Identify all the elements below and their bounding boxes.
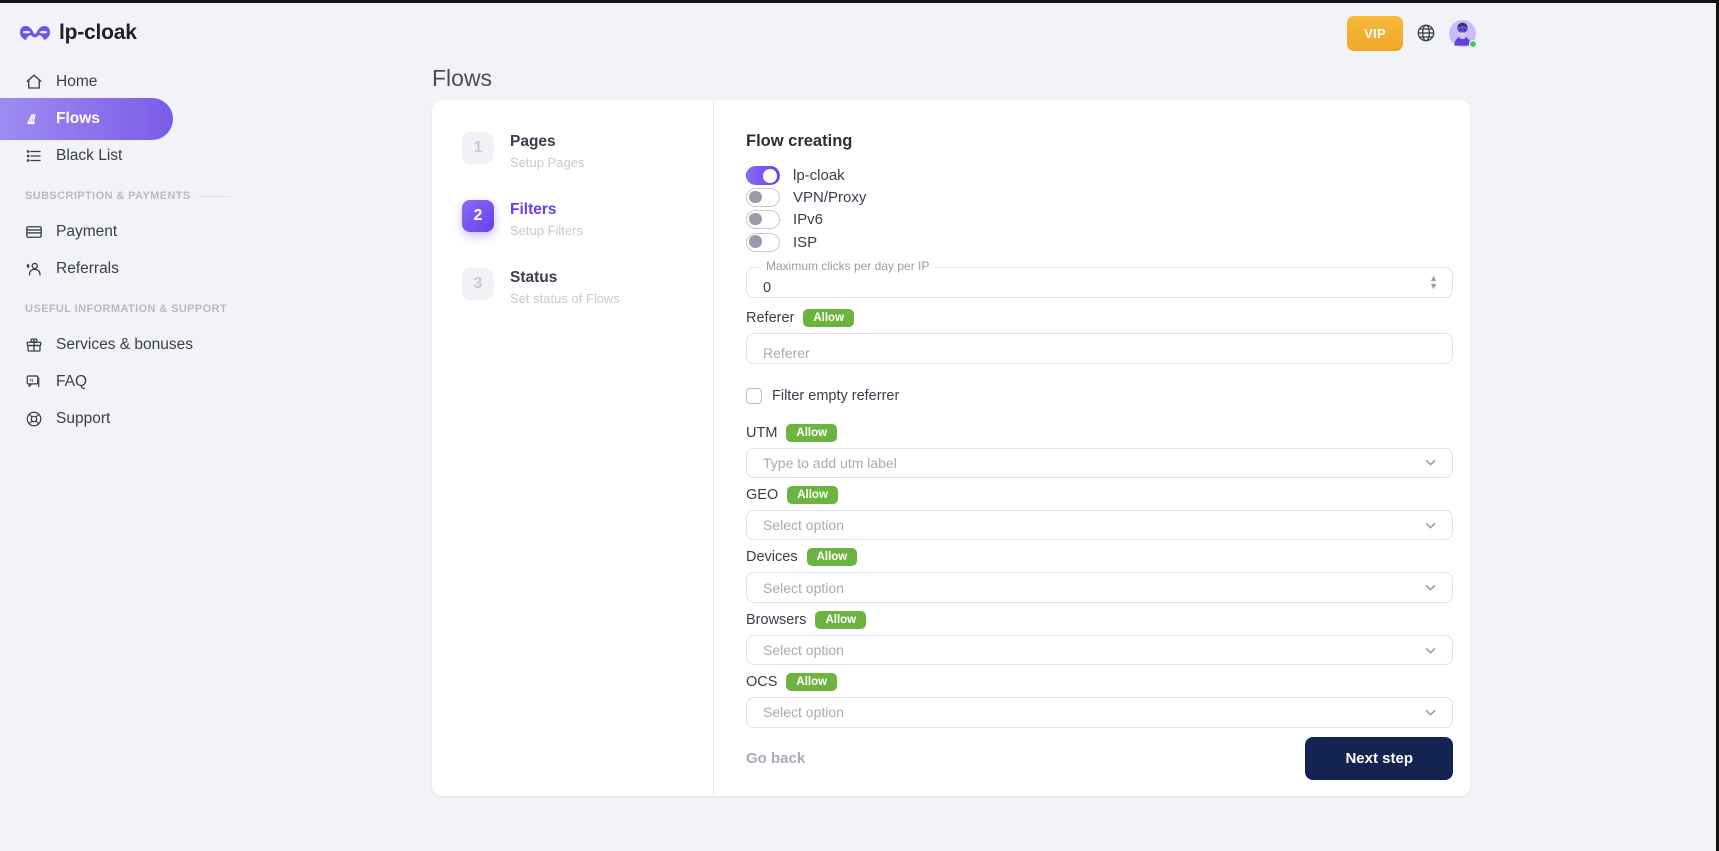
svg-text:?!: ?! (29, 377, 34, 383)
